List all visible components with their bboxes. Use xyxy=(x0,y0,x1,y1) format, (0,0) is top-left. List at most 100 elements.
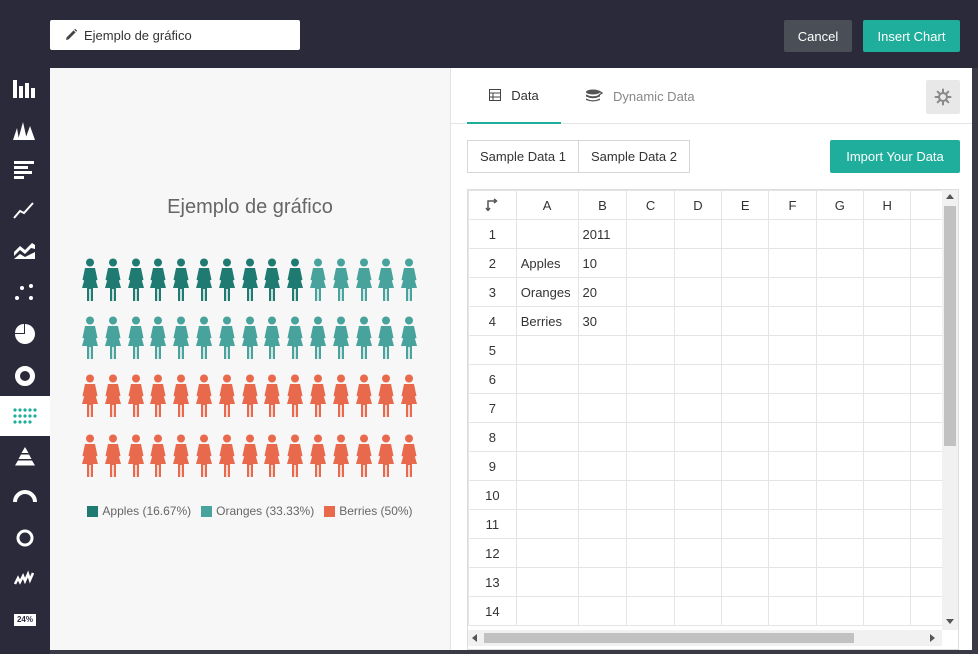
grid-cell[interactable] xyxy=(815,567,865,597)
grid-cell[interactable] xyxy=(626,393,675,423)
sidebar-item-radial[interactable] xyxy=(0,518,50,558)
grid-cell[interactable] xyxy=(515,219,579,249)
grid-cell[interactable] xyxy=(862,509,912,539)
grid-cell[interactable] xyxy=(721,538,770,568)
grid-cell[interactable] xyxy=(515,509,579,539)
grid-cell[interactable] xyxy=(577,335,628,365)
grid-cell[interactable] xyxy=(768,393,817,423)
sidebar-item-line[interactable] xyxy=(0,190,50,230)
grid-cell[interactable] xyxy=(768,335,817,365)
scroll-down-icon[interactable] xyxy=(946,619,954,624)
grid-cell[interactable] xyxy=(862,364,912,394)
grid-cell[interactable] xyxy=(515,596,579,626)
grid-cell[interactable] xyxy=(673,509,723,539)
grid-cell[interactable] xyxy=(768,422,817,452)
grid-cell[interactable] xyxy=(577,480,628,510)
grid-cell[interactable] xyxy=(577,451,628,481)
column-header[interactable]: G xyxy=(815,190,865,220)
grid-cell[interactable] xyxy=(626,596,675,626)
row-number[interactable]: 8 xyxy=(468,422,517,452)
sidebar-item-gauge[interactable] xyxy=(0,476,50,516)
sidebar-item-scatter[interactable] xyxy=(0,272,50,312)
grid-cell[interactable] xyxy=(862,596,912,626)
row-number[interactable]: 2 xyxy=(468,248,517,278)
grid-cell[interactable] xyxy=(768,306,817,336)
grid-cell[interactable] xyxy=(862,567,912,597)
grid-cell[interactable] xyxy=(815,596,865,626)
grid-cell[interactable] xyxy=(768,364,817,394)
grid-cell[interactable] xyxy=(721,596,770,626)
grid-cell[interactable]: 20 xyxy=(577,277,628,307)
sidebar-item-peaks[interactable] xyxy=(0,110,50,150)
grid-cell[interactable] xyxy=(515,451,579,481)
horizontal-scroll-thumb[interactable] xyxy=(484,633,854,643)
grid-cell[interactable] xyxy=(673,596,723,626)
horizontal-scrollbar[interactable] xyxy=(468,630,942,646)
grid-cell[interactable] xyxy=(673,393,723,423)
grid-cell[interactable] xyxy=(577,596,628,626)
sidebar-item-horizontal-bar[interactable] xyxy=(0,150,50,190)
grid-cell[interactable] xyxy=(815,364,865,394)
grid-cell[interactable] xyxy=(815,509,865,539)
grid-cell[interactable] xyxy=(768,451,817,481)
row-number[interactable]: 3 xyxy=(468,277,517,307)
column-header[interactable]: D xyxy=(673,190,723,220)
scroll-left-icon[interactable] xyxy=(472,634,477,642)
grid-cell[interactable] xyxy=(721,219,770,249)
grid-cell[interactable] xyxy=(626,451,675,481)
grid-cell[interactable] xyxy=(768,509,817,539)
sidebar-item-bar[interactable] xyxy=(0,68,50,108)
grid-cell[interactable] xyxy=(515,393,579,423)
row-number[interactable]: 13 xyxy=(468,567,517,597)
grid-cell[interactable] xyxy=(862,248,912,278)
grid-cell[interactable] xyxy=(815,335,865,365)
grid-cell[interactable] xyxy=(626,538,675,568)
grid-cell[interactable] xyxy=(721,393,770,423)
column-header[interactable]: F xyxy=(768,190,817,220)
chart-title-input[interactable]: Ejemplo de gráfico xyxy=(50,20,300,50)
grid-cell[interactable] xyxy=(815,306,865,336)
grid-cell[interactable] xyxy=(862,277,912,307)
grid-cell[interactable] xyxy=(768,480,817,510)
tab-data[interactable]: Data xyxy=(467,68,561,124)
grid-cell[interactable] xyxy=(673,538,723,568)
column-header[interactable]: A xyxy=(515,190,579,220)
row-number[interactable]: 10 xyxy=(468,480,517,510)
grid-cell[interactable] xyxy=(673,219,723,249)
sidebar-item-pie[interactable] xyxy=(0,314,50,354)
row-number[interactable]: 4 xyxy=(468,306,517,336)
grid-cell[interactable] xyxy=(673,335,723,365)
grid-cell[interactable] xyxy=(815,248,865,278)
grid-cell[interactable] xyxy=(673,567,723,597)
grid-cell[interactable] xyxy=(626,567,675,597)
grid-cell[interactable] xyxy=(626,509,675,539)
grid-cell[interactable] xyxy=(862,306,912,336)
insert-chart-button[interactable]: Insert Chart xyxy=(863,20,960,52)
grid-cell[interactable] xyxy=(673,451,723,481)
cancel-button[interactable]: Cancel xyxy=(784,20,852,52)
import-data-button[interactable]: Import Your Data xyxy=(830,140,960,173)
grid-cell[interactable] xyxy=(626,364,675,394)
grid-cell[interactable] xyxy=(515,480,579,510)
grid-cell[interactable] xyxy=(673,277,723,307)
grid-cell[interactable]: Apples xyxy=(515,248,579,278)
sheet-tab-1[interactable]: Sample Data 1 xyxy=(467,140,579,173)
grid-cell[interactable] xyxy=(721,451,770,481)
grid-cell[interactable] xyxy=(768,277,817,307)
transpose-corner-cell[interactable] xyxy=(468,190,517,220)
row-number[interactable]: 11 xyxy=(468,509,517,539)
grid-cell[interactable] xyxy=(862,480,912,510)
grid-cell[interactable] xyxy=(862,335,912,365)
scroll-right-icon[interactable] xyxy=(930,634,935,642)
grid-cell[interactable] xyxy=(626,335,675,365)
grid-cell[interactable] xyxy=(768,538,817,568)
grid-cell[interactable] xyxy=(577,509,628,539)
row-number[interactable]: 5 xyxy=(468,335,517,365)
column-header[interactable]: E xyxy=(721,190,770,220)
grid-cell[interactable] xyxy=(721,422,770,452)
grid-cell[interactable] xyxy=(626,219,675,249)
sidebar-item-donut[interactable] xyxy=(0,356,50,396)
grid-cell[interactable] xyxy=(577,393,628,423)
grid-cell[interactable] xyxy=(721,277,770,307)
grid-cell[interactable] xyxy=(815,422,865,452)
